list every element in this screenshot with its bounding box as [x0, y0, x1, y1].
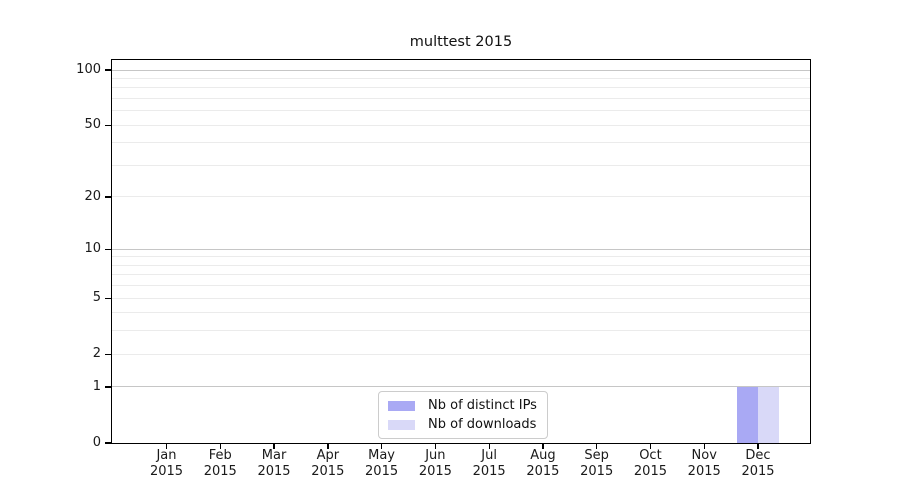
- legend: Nb of distinct IPs Nb of downloads: [378, 391, 548, 439]
- gridline-minor: [112, 77, 810, 79]
- x-tick-mark: [488, 444, 490, 449]
- gridline-minor: [112, 264, 810, 266]
- gridline-major: [112, 386, 810, 388]
- gridline-minor: [112, 274, 810, 276]
- legend-item: Nb of downloads: [388, 415, 537, 434]
- x-tick-mark: [380, 444, 383, 449]
- legend-swatch-downloads: [388, 419, 415, 430]
- gridline-minor: [112, 142, 810, 144]
- x-tick-label: Sep 2015: [580, 448, 614, 479]
- gridline-minor: [112, 124, 810, 126]
- y-tick-mark: [105, 124, 112, 126]
- y-tick-label: 2: [92, 346, 101, 362]
- gridline-minor: [112, 196, 810, 198]
- y-tick-label: 1: [92, 378, 101, 394]
- gridline-minor: [112, 164, 810, 166]
- gridline-major: [112, 69, 810, 71]
- x-tick-label: Aug 2015: [526, 448, 560, 479]
- y-tick-label: 10: [84, 241, 101, 257]
- y-tick-label: 50: [84, 117, 101, 133]
- gridline-minor: [112, 97, 810, 99]
- gridline-minor: [112, 312, 810, 314]
- gridline-minor: [112, 285, 810, 287]
- legend-label: Nb of downloads: [428, 417, 537, 432]
- gridline-minor: [112, 87, 810, 89]
- gridline-minor: [112, 110, 810, 112]
- gridline-major: [112, 248, 810, 250]
- x-tick-label: Dec 2015: [741, 448, 775, 479]
- x-tick-label: Apr 2015: [311, 448, 345, 479]
- x-tick-mark: [649, 444, 652, 449]
- y-tick-mark: [105, 196, 112, 198]
- x-tick-mark: [273, 444, 275, 449]
- y-tick-label: 5: [92, 290, 101, 306]
- y-tick-mark: [105, 69, 112, 71]
- x-tick-mark: [757, 444, 759, 449]
- x-tick-mark: [434, 444, 437, 449]
- x-tick-mark: [703, 444, 705, 449]
- y-tick-mark: [105, 386, 112, 388]
- x-tick-mark: [596, 444, 598, 449]
- x-tick-mark: [219, 444, 221, 449]
- gridline-minor: [112, 330, 810, 332]
- y-tick-label: 0: [92, 435, 101, 450]
- x-tick-label: Jan 2015: [149, 448, 184, 479]
- bar-dec-1: [757, 386, 780, 443]
- legend-swatch-distinct-ips: [388, 400, 415, 411]
- x-tick-mark: [165, 444, 168, 449]
- gridline-minor: [112, 256, 810, 258]
- x-tick-label: Jul 2015: [472, 448, 506, 479]
- y-tick-mark: [105, 248, 112, 250]
- bar-dec-0: [736, 386, 758, 443]
- x-tick-label: Mar 2015: [257, 448, 291, 479]
- x-tick-label: Nov 2015: [687, 448, 721, 479]
- gridline-minor: [112, 353, 810, 355]
- y-tick-label: 20: [84, 188, 101, 204]
- y-tick-mark: [105, 442, 112, 444]
- x-tick-label: Feb 2015: [203, 448, 237, 479]
- legend-label: Nb of distinct IPs: [428, 398, 537, 413]
- chart-title: multtest 2015: [409, 34, 513, 50]
- legend-item: Nb of distinct IPs: [388, 396, 537, 415]
- x-tick-label: May 2015: [365, 448, 399, 479]
- y-tick-mark: [105, 353, 112, 355]
- y-tick-label: 100: [76, 62, 101, 77]
- x-tick-label: Jun 2015: [418, 448, 452, 479]
- x-tick-mark: [327, 444, 329, 449]
- x-tick-label: Oct 2015: [633, 448, 667, 479]
- x-tick-mark: [542, 444, 544, 449]
- gridline-minor: [112, 297, 810, 299]
- y-tick-mark: [105, 297, 112, 299]
